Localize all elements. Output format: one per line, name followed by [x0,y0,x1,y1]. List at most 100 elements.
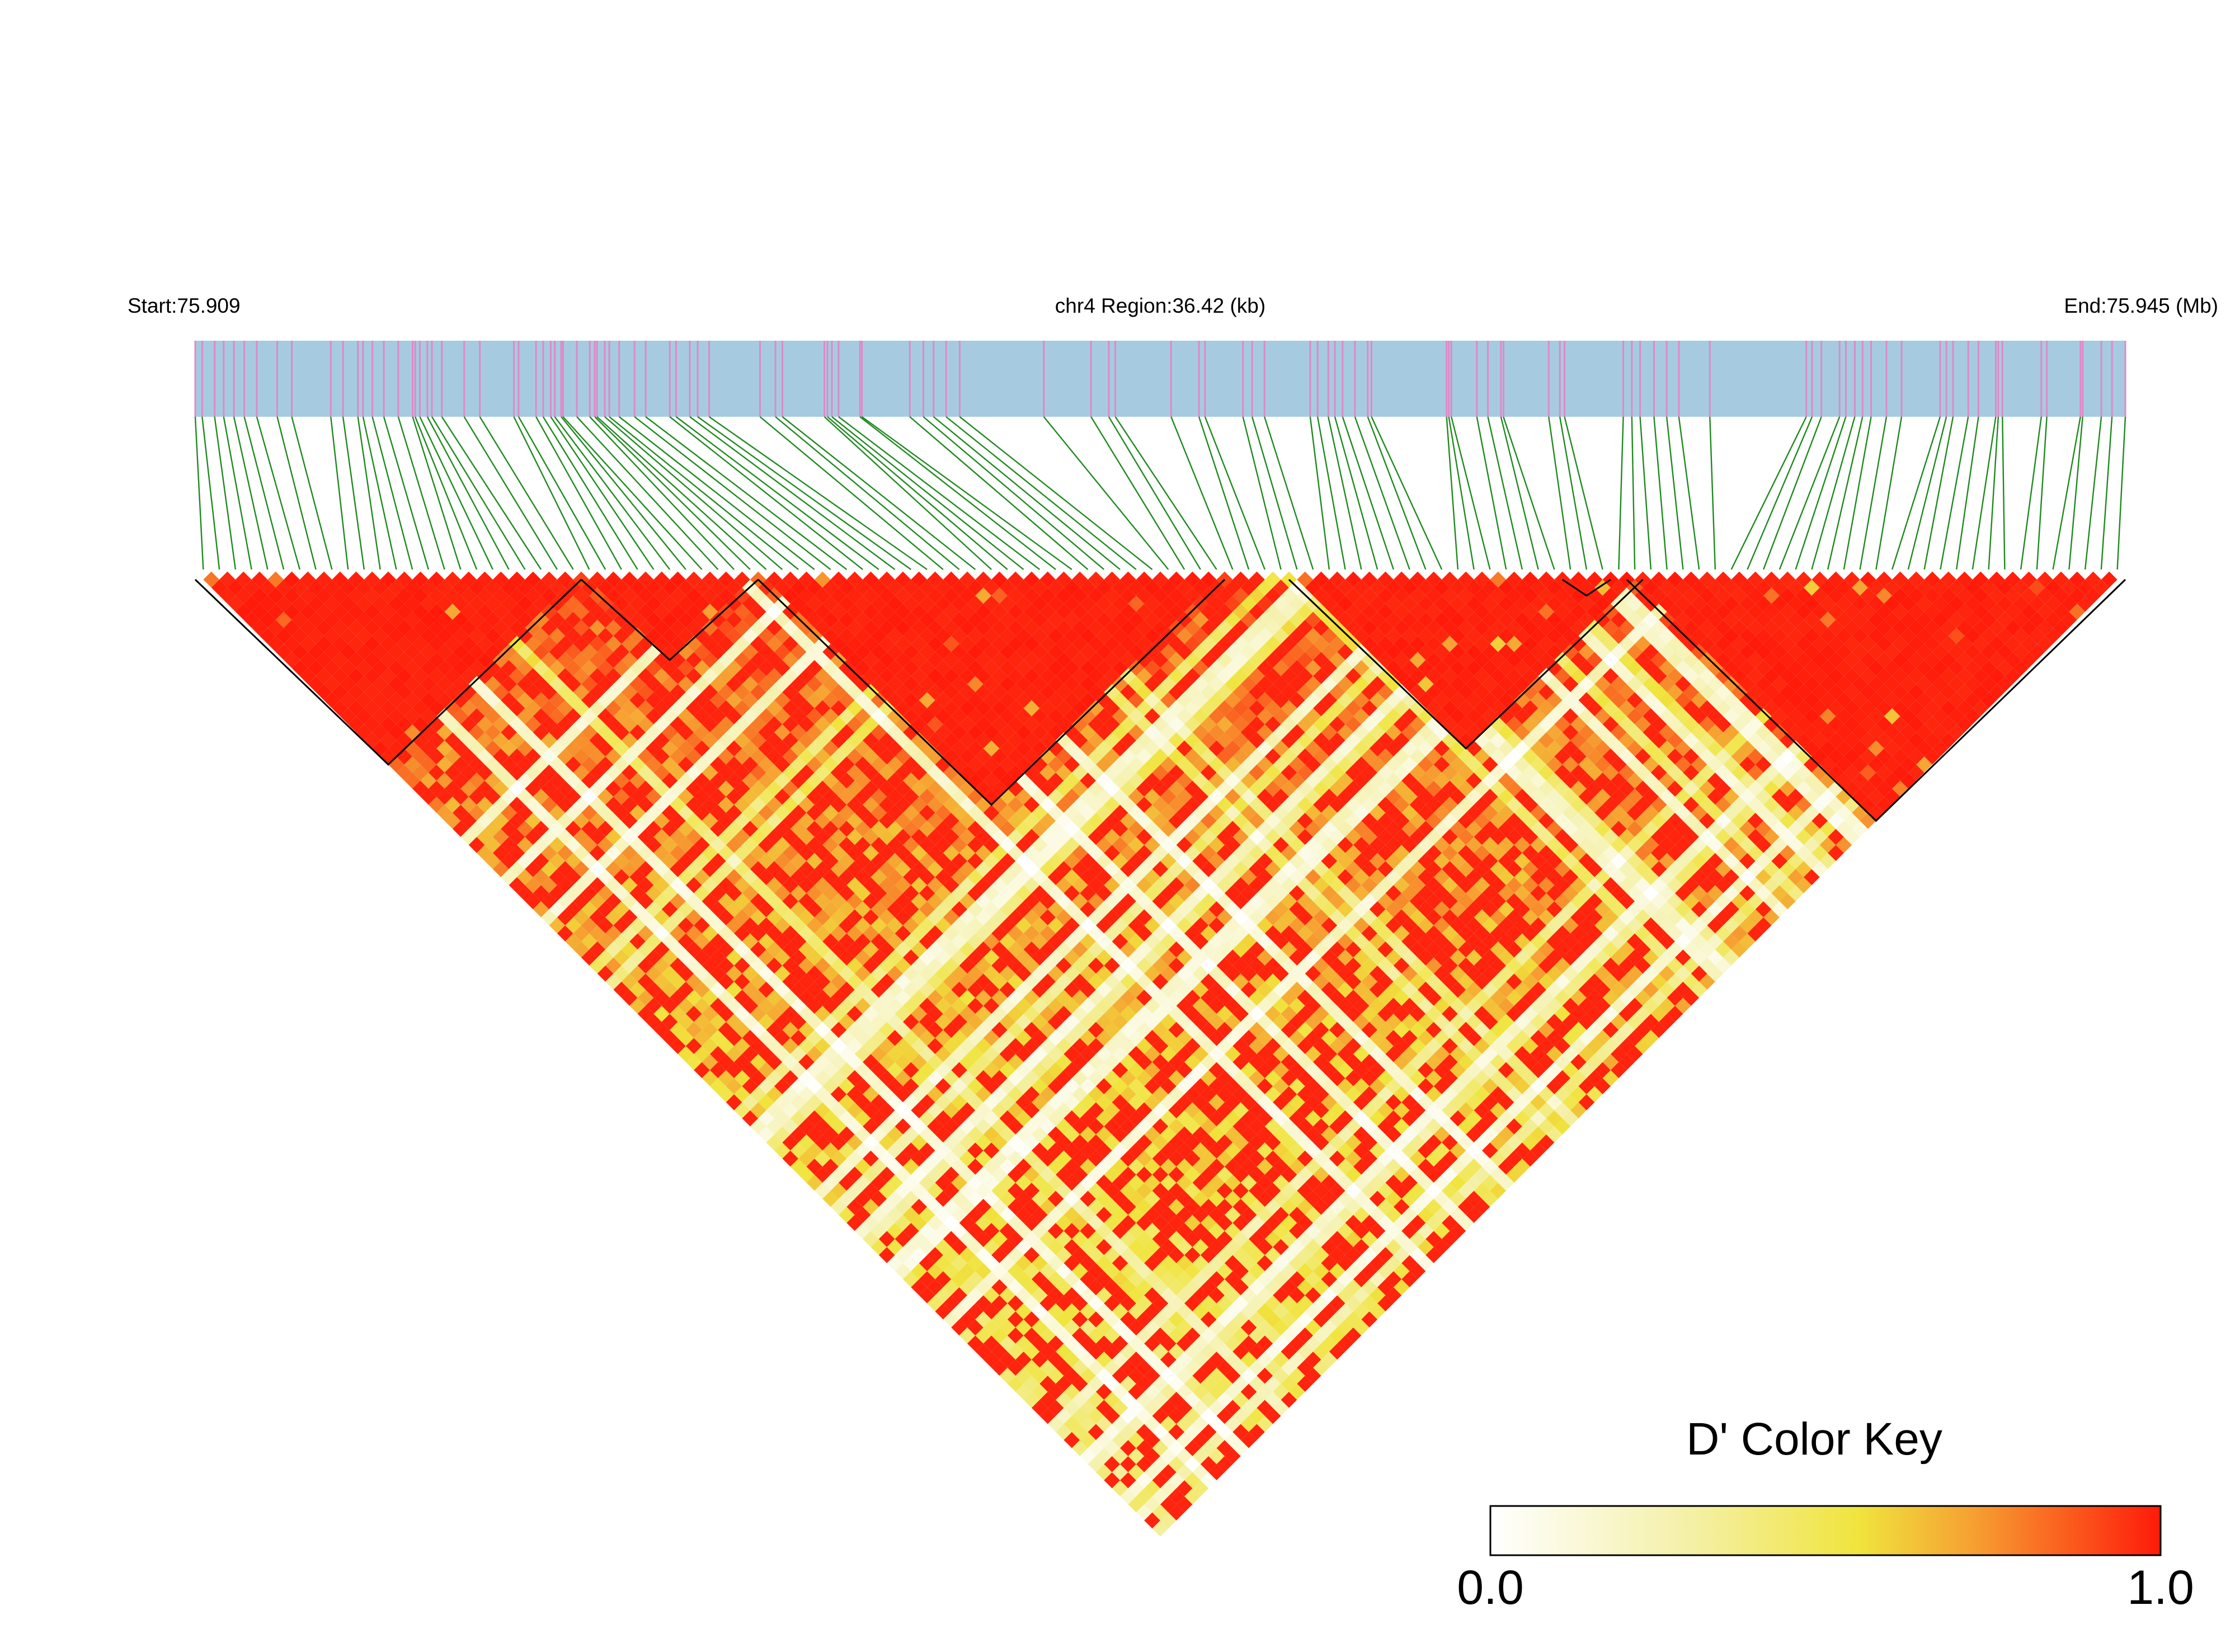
snp-connector-lines [194,416,2126,570]
snp-connector [1334,416,1378,570]
snp-connector [243,416,285,570]
snp-connector [1251,416,1298,570]
snp-connector [2002,416,2006,570]
snp-connector [1875,416,1903,570]
snp-connector [2020,416,2042,570]
snp-connector [675,416,879,570]
snp-connector [513,416,590,570]
snp-connector [609,416,799,570]
snp-connector [859,416,1056,570]
snp-connector [1198,416,1250,570]
snp-connector [1476,416,1507,570]
snp-connector [201,416,220,570]
snp-connector [233,416,269,570]
snp-connector [831,416,1024,570]
snp-connector [945,416,1137,570]
snp-connector [1955,416,1979,570]
snp-connector [550,416,655,570]
snp-connector [708,416,928,570]
snp-connector [1907,416,1947,570]
snp-connector [1451,416,1491,570]
snp-connector [1242,416,1282,570]
snp-connector [1923,416,1954,570]
snp-connector [256,416,301,570]
snp-connector [634,416,831,570]
snp-connector [669,416,863,570]
snp-connector [1090,416,1185,570]
snp-connector [419,416,493,570]
snp-connector [371,416,413,570]
snp-connector [1631,416,1636,570]
snp-connector [1988,416,1999,570]
snp-connector [1446,416,1459,570]
snp-connector [1204,416,1265,570]
snp-connector [1709,416,1716,570]
snp-connector [223,416,252,570]
snp-connector [2100,416,2113,570]
snp-connector [517,416,606,570]
snp-connector [426,416,510,570]
snp-connector [1328,416,1362,570]
snp-connector [1108,416,1201,570]
snp-connector [1448,416,1475,570]
snp-connector [576,416,719,570]
snp-connector [1618,416,1624,570]
snp-connector [214,416,237,570]
snp-connector [1371,416,1443,570]
snp-connector [342,416,365,570]
snp-connector [1763,416,1822,570]
snp-connector [1891,416,1941,570]
chromosome-region-bar [195,341,2125,417]
snp-connector [1500,416,1539,570]
snp-connector [1309,416,1330,570]
snp-connector [1747,416,1813,570]
ld-heatmap-cells [203,571,2118,1537]
snp-connector [1639,416,1652,570]
region-start-label: Start:75.909 [128,294,241,317]
snp-connector [362,416,397,570]
snp-connector [291,416,333,570]
snp-connector [775,416,960,570]
snp-connector [1503,416,1555,570]
snp-connector [1114,416,1217,570]
snp-connector [1170,416,1234,570]
snp-connector [463,416,558,570]
snp-connector [194,416,204,570]
snp-connector [2036,416,2048,570]
snp-connector [838,416,1041,570]
snp-connector [479,416,574,570]
snp-connector [412,416,462,570]
snp-connector [1559,416,1588,570]
snp-connector [1367,416,1427,570]
snp-connector [535,416,622,570]
region-end-label: End:75.945 (Mb) [2064,294,2218,317]
snp-connector [1940,416,1969,570]
snp-connector [1778,416,1841,570]
snp-connector [1971,416,1997,570]
snp-connector [782,416,976,570]
snp-connector [2084,416,2102,570]
snp-connector [959,416,1153,570]
snp-connector [933,416,1121,570]
snp-connector [1811,416,1856,570]
snp-connector [431,416,526,570]
snp-connector [415,416,478,570]
snp-connector [1564,416,1603,570]
snp-connector [759,416,944,570]
snp-connector [542,416,638,570]
snp-connector [1653,416,1668,570]
snp-connector [1859,416,1888,570]
snp-connector [1354,416,1410,570]
snp-connector [594,416,751,570]
snp-connector [441,416,542,570]
snp-connector [1487,416,1523,570]
snp-connector [397,416,445,570]
snp-connector [827,416,1008,570]
snp-connector [357,416,381,570]
snp-connector [383,416,430,570]
snp-connector [2116,416,2126,570]
snp-connector [1827,416,1864,570]
snp-connector [1342,416,1395,570]
snp-connector [562,416,703,570]
